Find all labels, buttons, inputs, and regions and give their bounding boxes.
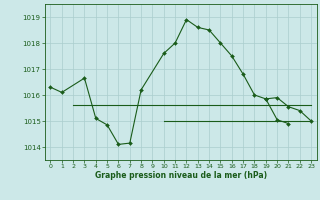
X-axis label: Graphe pression niveau de la mer (hPa): Graphe pression niveau de la mer (hPa) [95, 171, 267, 180]
